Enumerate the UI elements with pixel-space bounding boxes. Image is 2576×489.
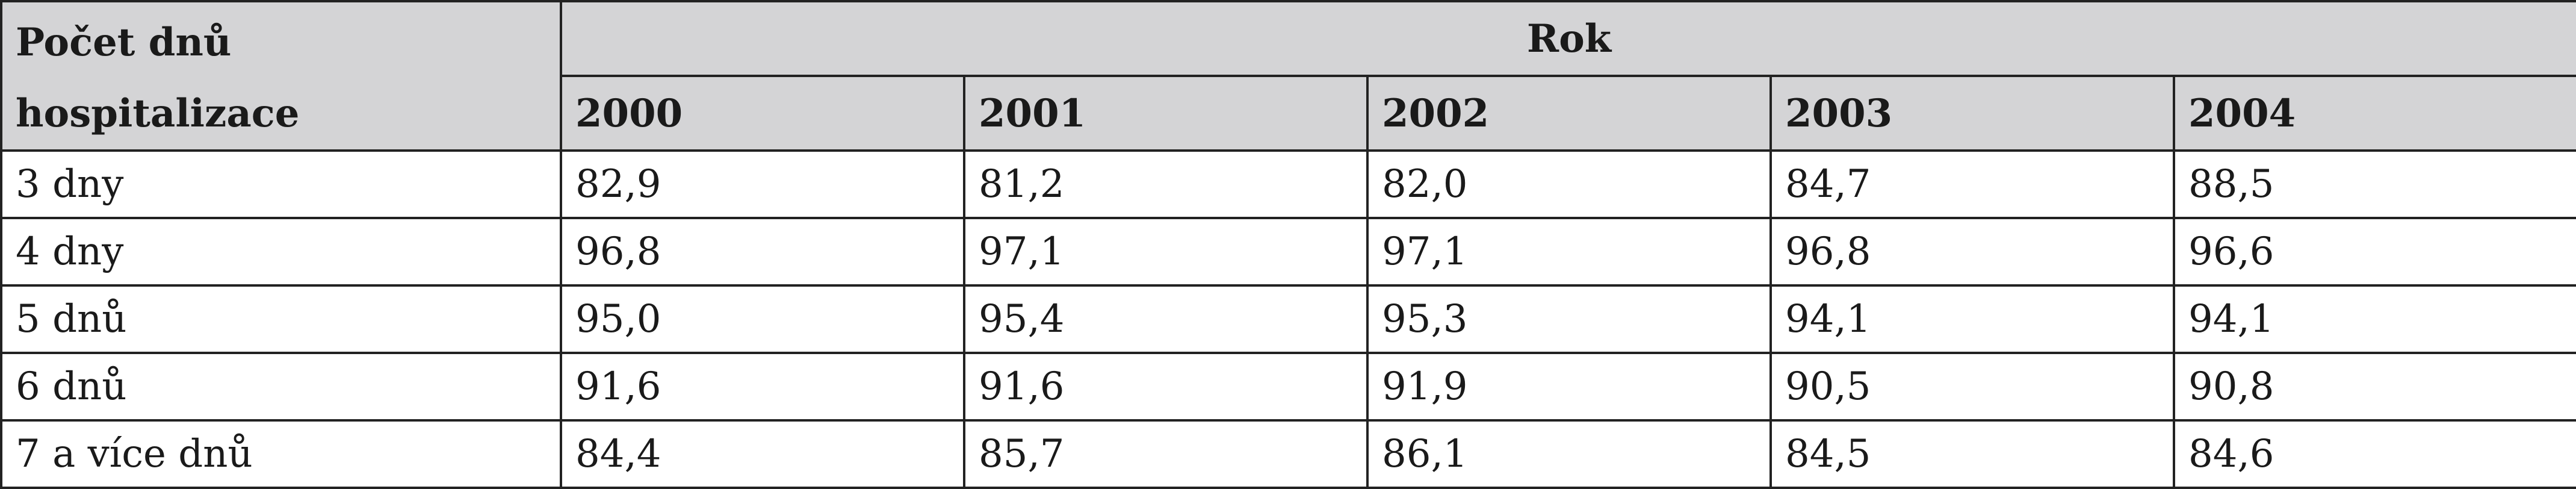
cell: 95,3 <box>1366 284 1772 354</box>
row-label: 3 dny <box>0 149 562 219</box>
table-body: 3 dny 82,9 81,2 82,0 84,7 88,5 4 dny 96,8 97,1 97… <box>0 149 2576 489</box>
cell: 81,2 <box>963 149 1369 219</box>
cell: 84,4 <box>560 419 965 489</box>
table-row: 6 dnů 91,6 91,6 91,9 90,5 90,8 <box>0 352 2576 422</box>
cell: 84,5 <box>1769 419 2175 489</box>
table-row: 5 dnů 95,0 95,4 95,3 94,1 94,1 <box>0 284 2576 354</box>
header-row: Počet dnů hospitalizace Rok <box>0 0 2576 152</box>
table-row: 4 dny 96,8 97,1 97,1 96,8 96,6 <box>0 217 2576 287</box>
cell: 95,0 <box>560 284 965 354</box>
year-header: 2004 <box>2172 75 2576 152</box>
stub-line: hospitalizace <box>16 91 300 136</box>
row-label: 5 dnů <box>0 284 562 354</box>
year-header: 2000 <box>560 75 965 152</box>
cell: 90,5 <box>1769 352 2175 422</box>
group-header: Rok <box>559 0 2576 77</box>
cell: 82,9 <box>560 149 965 219</box>
cell: 91,6 <box>560 352 965 422</box>
row-label: 7 a více dnů <box>0 419 562 489</box>
cell: 94,1 <box>2172 284 2576 354</box>
stub-header: Počet dnů hospitalizace <box>0 0 562 152</box>
cell: 85,7 <box>963 419 1369 489</box>
cell: 96,8 <box>1769 217 2175 287</box>
cell: 84,7 <box>1769 149 2175 219</box>
cell: 91,6 <box>963 352 1369 422</box>
cell: 97,1 <box>1366 217 1772 287</box>
cell: 96,6 <box>2172 217 2576 287</box>
year-header: 2003 <box>1769 75 2175 152</box>
table-head: Počet dnů hospitalizace Rok 2000 2001 2002… <box>0 0 2576 152</box>
row-label: 4 dny <box>0 217 562 287</box>
table-row: 7 a více dnů 84,4 85,7 86,1 84,5 84,6 <box>0 419 2576 489</box>
header-row: 2000 2001 2002 2003 2004 <box>1 75 2576 152</box>
cell: 94,1 <box>1769 284 2175 354</box>
cell: 95,4 <box>963 284 1369 354</box>
cell: 86,1 <box>1366 419 1772 489</box>
cell: 84,6 <box>2172 419 2576 489</box>
stub-line: Počet dnů <box>16 20 232 65</box>
cell: 97,1 <box>963 217 1369 287</box>
cell: 91,9 <box>1366 352 1772 422</box>
row-label: 6 dnů <box>0 352 562 422</box>
cell: 88,5 <box>2172 149 2576 219</box>
table-row: 3 dny 82,9 81,2 82,0 84,7 88,5 <box>0 149 2576 219</box>
cell: 90,8 <box>2172 352 2576 422</box>
year-header: 2001 <box>963 75 1369 152</box>
cell: 82,0 <box>1366 149 1772 219</box>
cell: 96,8 <box>560 217 965 287</box>
year-header: 2002 <box>1366 75 1772 152</box>
